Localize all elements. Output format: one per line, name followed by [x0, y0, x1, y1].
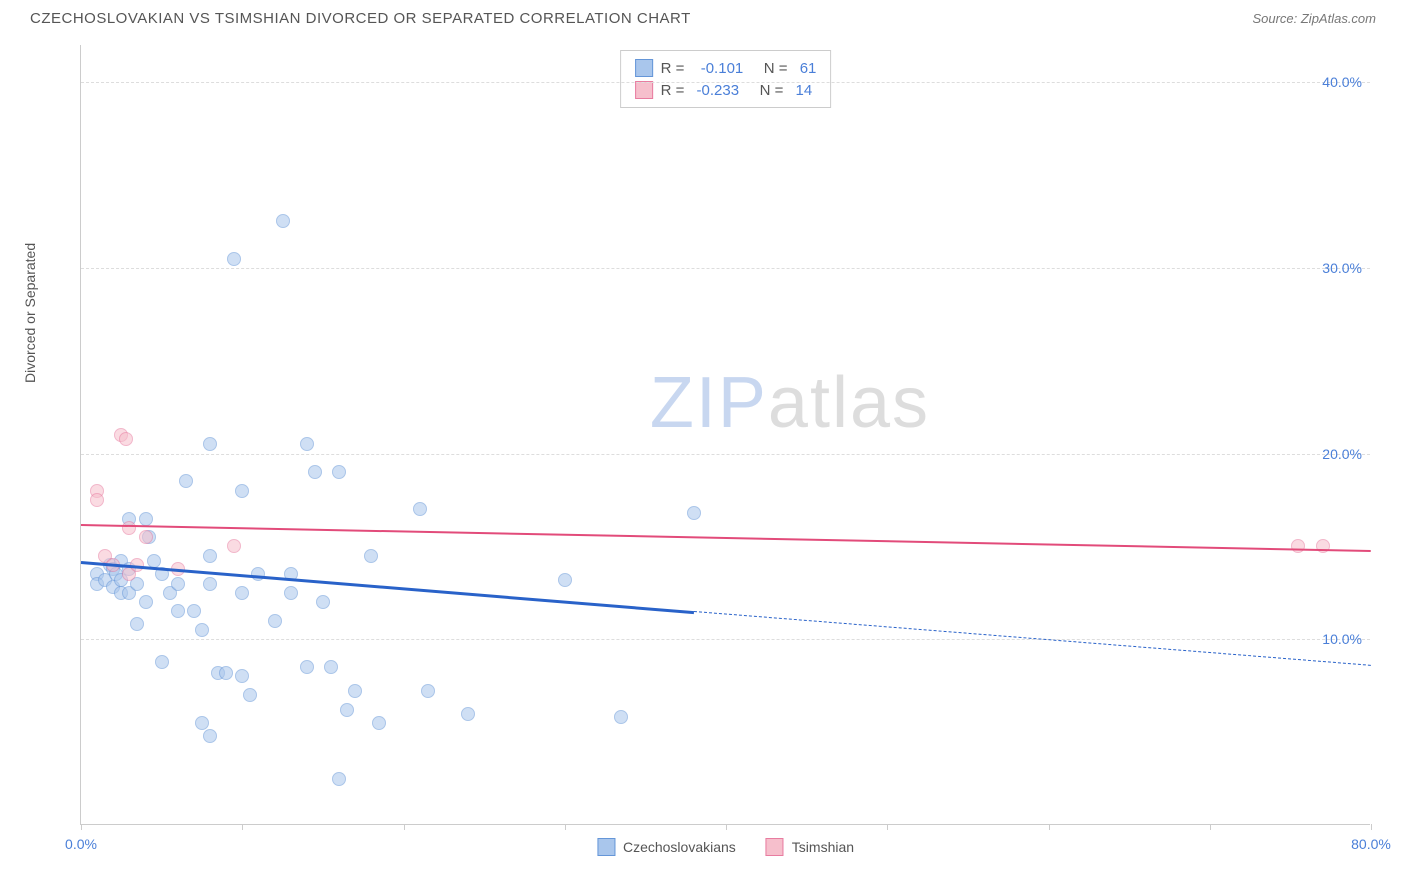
legend-n-label: N =	[747, 82, 787, 99]
legend-n-value: 61	[800, 60, 817, 77]
scatter-point	[284, 586, 298, 600]
scatter-point	[324, 660, 338, 674]
plot-area: ZIPatlas R = -0.101 N = 61R = -0.233 N =…	[80, 45, 1370, 825]
legend-series-label: Czechoslovakians	[623, 839, 736, 855]
scatter-point	[171, 577, 185, 591]
scatter-point	[1291, 539, 1305, 553]
scatter-point	[119, 432, 133, 446]
scatter-point	[413, 502, 427, 516]
x-tick-label: 0.0%	[65, 836, 97, 852]
y-axis-label: Divorced or Separated	[22, 243, 38, 383]
scatter-point	[155, 655, 169, 669]
legend-r-value: -0.101	[701, 60, 744, 77]
scatter-point	[558, 573, 572, 587]
scatter-point	[421, 684, 435, 698]
y-tick-label: 30.0%	[1322, 260, 1362, 276]
scatter-point	[243, 688, 257, 702]
scatter-point	[203, 729, 217, 743]
scatter-point	[219, 666, 233, 680]
scatter-point	[195, 623, 209, 637]
scatter-point	[139, 595, 153, 609]
scatter-point	[268, 614, 282, 628]
x-tick	[887, 824, 888, 830]
legend-n-label: N =	[751, 60, 791, 77]
scatter-point	[227, 539, 241, 553]
scatter-point	[300, 660, 314, 674]
legend-swatch	[635, 59, 653, 77]
x-tick	[1371, 824, 1372, 830]
x-tick	[1049, 824, 1050, 830]
trendline	[81, 524, 1371, 552]
legend-r-label: R =	[661, 60, 693, 77]
scatter-point	[461, 707, 475, 721]
chart-title: CZECHOSLOVAKIAN VS TSIMSHIAN DIVORCED OR…	[30, 10, 691, 27]
scatter-point	[195, 716, 209, 730]
scatter-point	[235, 669, 249, 683]
scatter-point	[139, 530, 153, 544]
scatter-point	[203, 577, 217, 591]
gridline	[81, 454, 1370, 455]
scatter-point	[276, 214, 290, 228]
chart-header: CZECHOSLOVAKIAN VS TSIMSHIAN DIVORCED OR…	[0, 0, 1406, 27]
scatter-point	[316, 595, 330, 609]
legend-r-value: -0.233	[697, 82, 740, 99]
x-tick	[81, 824, 82, 830]
scatter-point	[235, 484, 249, 498]
x-tick	[242, 824, 243, 830]
scatter-point	[179, 474, 193, 488]
legend-r-label: R =	[661, 82, 689, 99]
scatter-point	[139, 512, 153, 526]
legend-swatch	[635, 81, 653, 99]
scatter-point	[332, 772, 346, 786]
legend-series-item: Tsimshian	[766, 838, 854, 856]
scatter-point	[130, 617, 144, 631]
scatter-point	[235, 586, 249, 600]
scatter-point	[1316, 539, 1330, 553]
legend-series-label: Tsimshian	[792, 839, 854, 855]
scatter-point	[687, 506, 701, 520]
scatter-point	[332, 465, 346, 479]
scatter-point	[171, 604, 185, 618]
gridline	[81, 82, 1370, 83]
legend-correlation-box: R = -0.101 N = 61R = -0.233 N = 14	[620, 50, 832, 108]
x-tick	[726, 824, 727, 830]
x-tick	[1210, 824, 1211, 830]
scatter-point	[187, 604, 201, 618]
y-tick-label: 20.0%	[1322, 446, 1362, 462]
chart-container: Divorced or Separated ZIPatlas R = -0.10…	[50, 45, 1380, 845]
scatter-point	[203, 437, 217, 451]
scatter-point	[348, 684, 362, 698]
legend-series: Czechoslovakians Tsimshian	[597, 838, 854, 856]
scatter-point	[340, 703, 354, 717]
legend-series-item: Czechoslovakians	[597, 838, 736, 856]
x-tick	[565, 824, 566, 830]
y-tick-label: 10.0%	[1322, 631, 1362, 647]
legend-correlation-row: R = -0.101 N = 61	[635, 57, 817, 79]
y-tick-label: 40.0%	[1322, 74, 1362, 90]
legend-swatch	[766, 838, 784, 856]
scatter-point	[300, 437, 314, 451]
scatter-point	[227, 252, 241, 266]
scatter-point	[614, 710, 628, 724]
gridline	[81, 639, 1370, 640]
scatter-point	[90, 493, 104, 507]
x-tick	[404, 824, 405, 830]
x-tick-label: 80.0%	[1351, 836, 1391, 852]
watermark: ZIPatlas	[650, 362, 930, 444]
legend-n-value: 14	[796, 82, 813, 99]
legend-swatch	[597, 838, 615, 856]
chart-source: Source: ZipAtlas.com	[1252, 11, 1376, 26]
scatter-point	[308, 465, 322, 479]
scatter-point	[372, 716, 386, 730]
scatter-point	[203, 549, 217, 563]
gridline	[81, 268, 1370, 269]
scatter-point	[122, 521, 136, 535]
scatter-point	[364, 549, 378, 563]
